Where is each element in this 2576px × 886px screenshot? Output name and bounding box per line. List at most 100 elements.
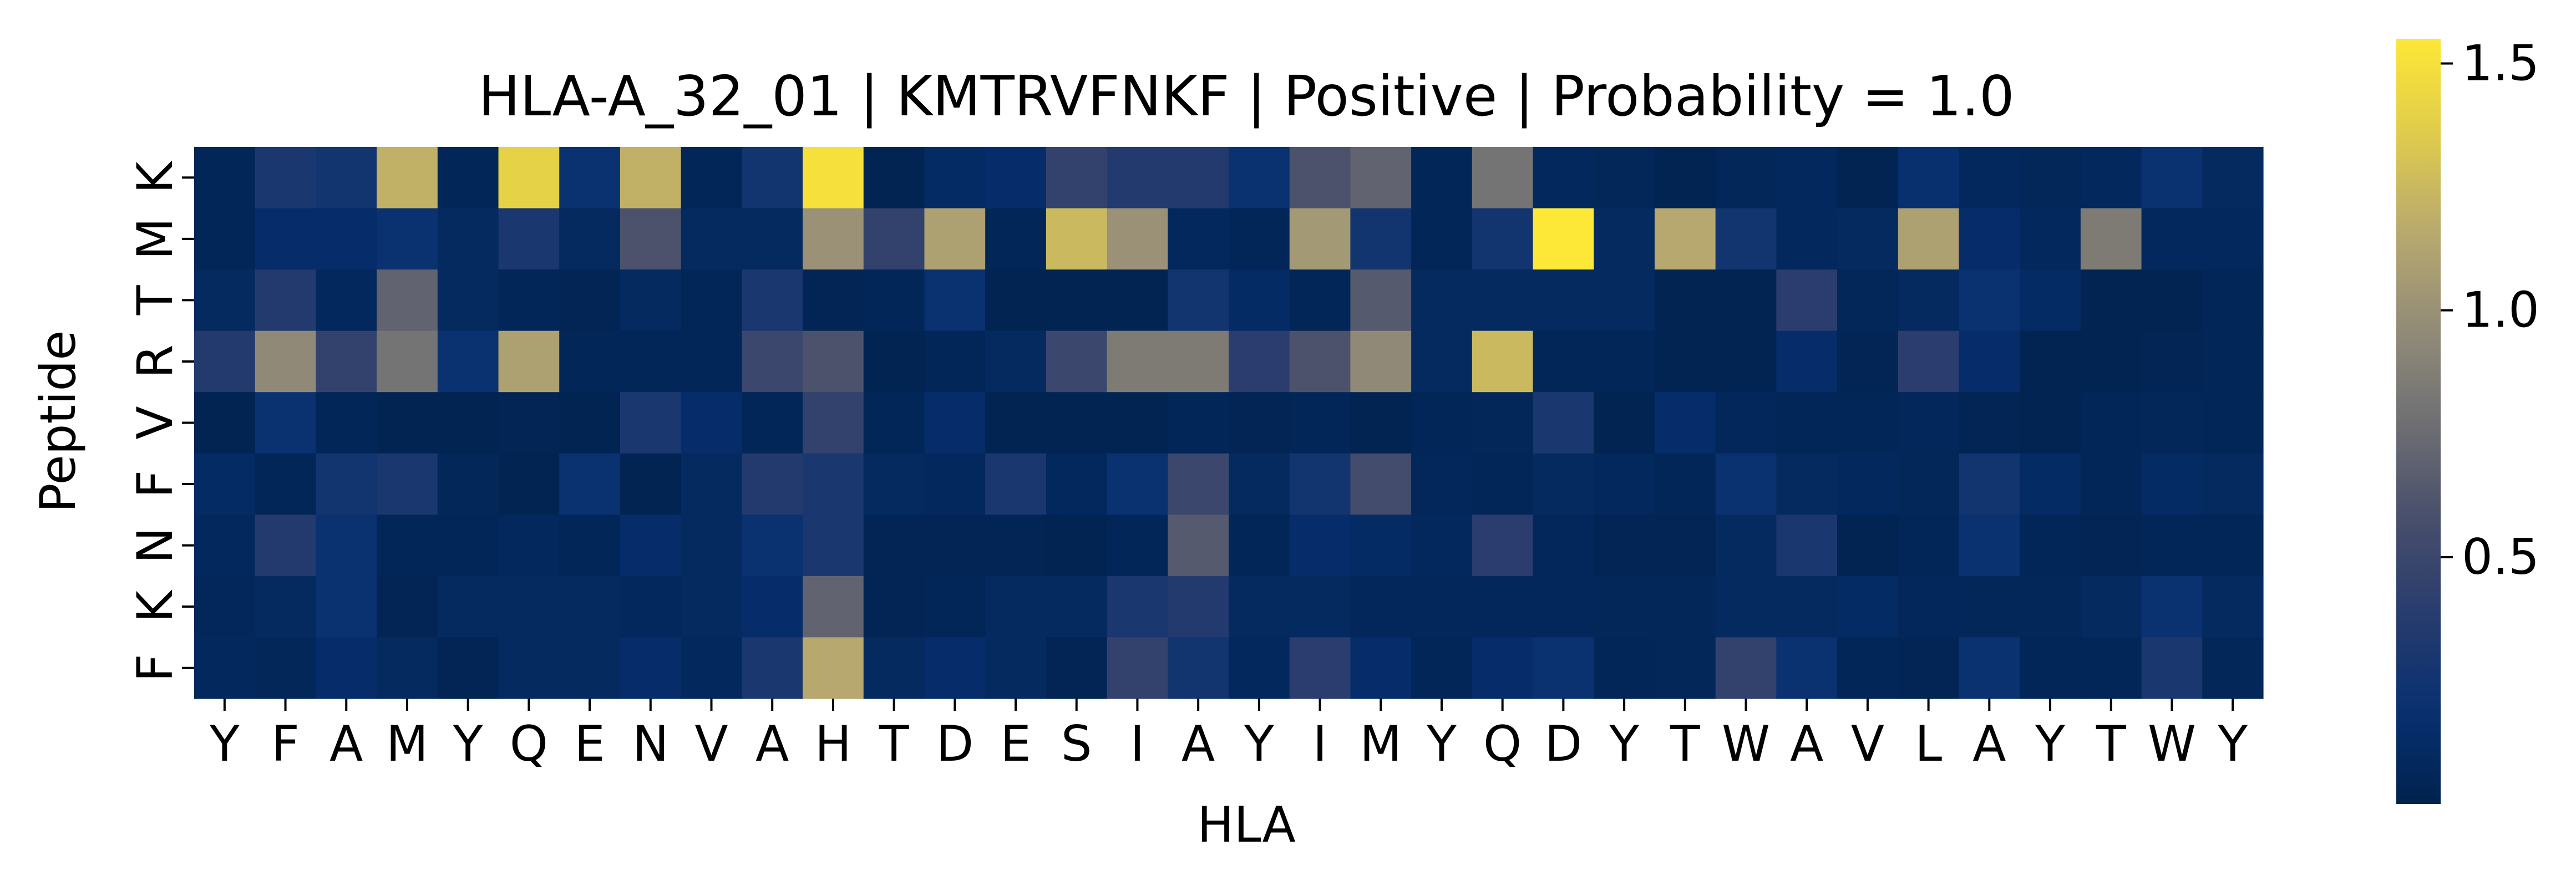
heatmap-cell — [2080, 576, 2142, 638]
x-tick-label: Y — [1426, 715, 1457, 772]
x-axis-title: HLA — [1197, 796, 1295, 853]
heatmap-cell — [1107, 269, 1168, 332]
heatmap-cell — [863, 269, 925, 332]
heatmap-cell — [1594, 576, 1655, 638]
heatmap-cell — [194, 515, 256, 577]
x-tick-label: D — [1544, 715, 1582, 772]
heatmap-cell — [681, 269, 742, 332]
heatmap-cell — [1715, 147, 1777, 209]
heatmap-cell — [1654, 392, 1716, 454]
heatmap-cell — [1594, 208, 1655, 270]
heatmap-cell — [620, 330, 682, 393]
x-tick-label: A — [1181, 715, 1215, 772]
heatmap-cell — [1776, 453, 1838, 515]
heatmap-cell — [863, 208, 925, 270]
heatmap-cell — [924, 392, 986, 454]
heatmap-cell — [620, 637, 682, 699]
heatmap-cell — [2202, 392, 2264, 454]
heatmap-cell — [498, 330, 560, 393]
heatmap-cell — [2080, 208, 2142, 270]
heatmap-cell — [1229, 515, 1290, 577]
heatmap-cell — [1594, 637, 1655, 699]
heatmap-cell — [1107, 208, 1168, 270]
y-tick-label: T — [126, 284, 184, 315]
heatmap-cell — [377, 576, 438, 638]
heatmap-cell — [1715, 392, 1777, 454]
x-tick-label: Y — [209, 715, 240, 772]
x-tick-label: I — [1130, 715, 1144, 772]
heatmap-cell — [803, 515, 864, 577]
heatmap-cell — [1046, 453, 1108, 515]
heatmap-cell — [559, 147, 621, 209]
heatmap-cell — [2141, 453, 2203, 515]
heatmap-cell — [498, 453, 560, 515]
heatmap-cell — [255, 392, 317, 454]
heatmap-cell — [1229, 147, 1290, 209]
heatmap-cell — [2202, 637, 2264, 699]
heatmap-cell — [1046, 330, 1108, 393]
x-tick-label: M — [386, 715, 428, 772]
heatmap-cell — [2020, 330, 2081, 393]
heatmap-cell — [1837, 453, 1899, 515]
heatmap-cell — [1776, 147, 1838, 209]
heatmap-cell — [1898, 330, 1960, 393]
colorbar-tick-label: 0.5 — [2462, 528, 2539, 585]
heatmap-cell — [803, 147, 864, 209]
heatmap-cell — [1350, 269, 1412, 332]
y-axis: KMTRVFNKF — [126, 160, 194, 682]
heatmap-cell — [1229, 269, 1290, 332]
heatmap-cell — [863, 330, 925, 393]
heatmap-cell — [1289, 637, 1351, 699]
heatmap-cell — [1289, 453, 1351, 515]
heatmap-cell — [742, 637, 803, 699]
heatmap-cell — [377, 330, 438, 393]
heatmap-cell — [559, 453, 621, 515]
heatmap-cell — [742, 576, 803, 638]
heatmap-cell — [437, 392, 499, 454]
heatmap-cell — [498, 208, 560, 270]
heatmap-cell — [1715, 515, 1777, 577]
heatmap-cell — [1654, 147, 1716, 209]
heatmap-cell — [1168, 576, 1229, 638]
heatmap-cells — [194, 147, 2264, 699]
heatmap-cell — [1168, 208, 1229, 270]
heatmap-cell — [1776, 330, 1838, 393]
heatmap-cell — [985, 576, 1047, 638]
heatmap-cell — [1289, 392, 1351, 454]
y-tick-label: K — [126, 589, 184, 623]
heatmap-cell — [2080, 269, 2142, 332]
heatmap-cell — [1411, 637, 1473, 699]
heatmap-cell — [1168, 453, 1229, 515]
heatmap-cell — [2141, 515, 2203, 577]
heatmap-cell — [1472, 453, 1534, 515]
heatmap-cell — [1898, 637, 1960, 699]
heatmap-cell — [985, 392, 1047, 454]
heatmap-cell — [2202, 208, 2264, 270]
heatmap-cell — [681, 330, 742, 393]
heatmap-cell — [377, 392, 438, 454]
heatmap-cell — [924, 269, 986, 332]
x-tick-label: A — [1972, 715, 2006, 772]
heatmap-cell — [1472, 515, 1534, 577]
heatmap-cell — [255, 147, 317, 209]
heatmap-cell — [1411, 208, 1473, 270]
x-tick-label: D — [936, 715, 973, 772]
heatmap-cell — [2020, 515, 2081, 577]
heatmap-cell — [1350, 637, 1412, 699]
heatmap-cell — [1350, 453, 1412, 515]
heatmap-cell — [1107, 330, 1168, 393]
heatmap-cell — [1898, 269, 1960, 332]
x-tick-label: V — [694, 715, 728, 772]
heatmap-cell — [1594, 392, 1655, 454]
heatmap-cell — [316, 147, 377, 209]
x-tick-label: Y — [453, 715, 483, 772]
heatmap-cell — [194, 269, 256, 332]
heatmap-cell — [985, 637, 1047, 699]
heatmap-cell — [1229, 330, 1290, 393]
heatmap-cell — [803, 330, 864, 393]
heatmap-cell — [1594, 147, 1655, 209]
heatmap-cell — [559, 330, 621, 393]
heatmap-cell — [498, 637, 560, 699]
heatmap-cell — [498, 576, 560, 638]
